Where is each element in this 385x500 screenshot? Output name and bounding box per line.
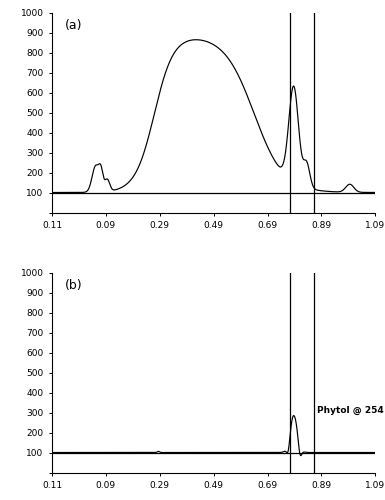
Text: (a): (a) xyxy=(65,18,82,32)
Text: (b): (b) xyxy=(65,278,82,291)
Text: Phytol @ 254 nm: Phytol @ 254 nm xyxy=(317,406,385,415)
